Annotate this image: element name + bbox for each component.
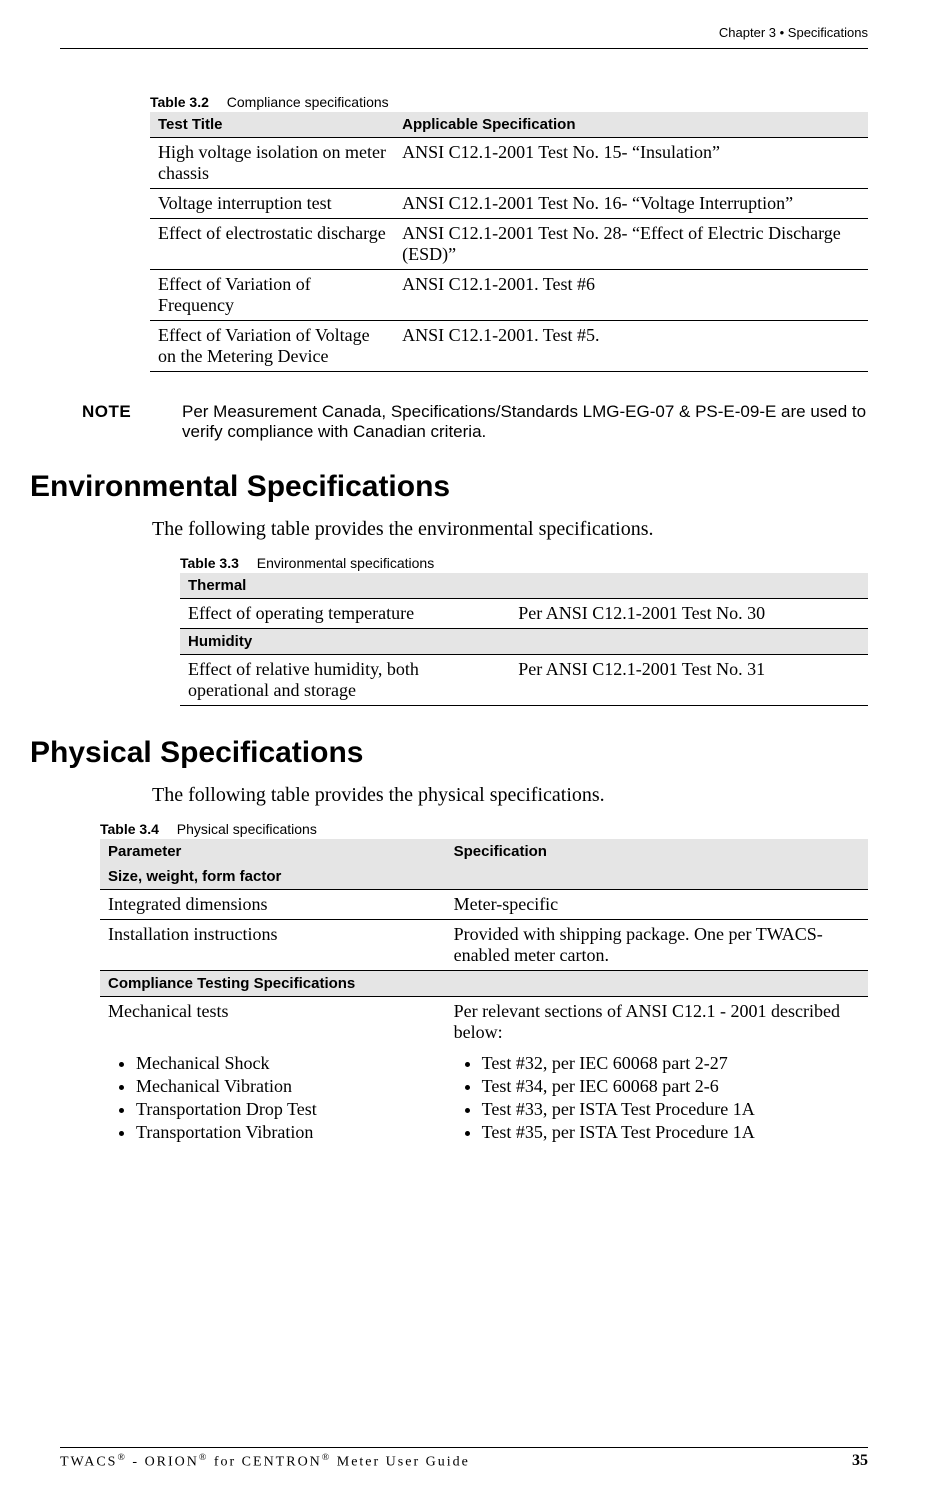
note-text: Per Measurement Canada, Specifications/S… bbox=[182, 402, 868, 442]
table32-head-col2: Applicable Specification bbox=[394, 112, 868, 138]
cell: ANSI C12.1-2001 Test No. 28- “Effect of … bbox=[394, 219, 868, 270]
footer-doc-title: TWACS® - ORION® for CENTRON® Meter User … bbox=[60, 1452, 470, 1471]
list-item: Test #33, per ISTA Test Procedure 1A bbox=[482, 1099, 860, 1120]
list-item: Mechanical Vibration bbox=[136, 1076, 438, 1097]
table-row: Effect of relative humidity, both operat… bbox=[180, 655, 868, 706]
cell: Effect of electrostatic discharge bbox=[150, 219, 394, 270]
cell: Effect of relative humidity, both operat… bbox=[180, 655, 510, 706]
footer-page-number: 35 bbox=[852, 1452, 868, 1471]
cell: Provided with shipping package. One per … bbox=[446, 920, 868, 971]
list-item: Test #35, per ISTA Test Procedure 1A bbox=[482, 1122, 860, 1143]
table32-caption-num: Table 3.2 bbox=[150, 94, 209, 110]
cell: Per relevant sections of ANSI C12.1 - 20… bbox=[446, 997, 868, 1048]
list-item: Test #34, per IEC 60068 part 2-6 bbox=[482, 1076, 860, 1097]
list-item: Mechanical Shock bbox=[136, 1053, 438, 1074]
table34-head-col1: Parameter bbox=[100, 839, 446, 864]
table33-caption: Table 3.3 Environmental specifications bbox=[180, 555, 868, 571]
table34-head-col2: Specification bbox=[446, 839, 868, 864]
table-row: Voltage interruption testANSI C12.1-2001… bbox=[150, 189, 868, 219]
table33-caption-num: Table 3.3 bbox=[180, 555, 239, 571]
note-block: NOTE Per Measurement Canada, Specificati… bbox=[82, 402, 868, 442]
header-rule bbox=[60, 48, 868, 49]
section-humidity: Humidity bbox=[180, 629, 868, 655]
footer-rule bbox=[60, 1447, 868, 1448]
cell: Meter-specific bbox=[446, 890, 868, 920]
cell: Effect of operating temperature bbox=[180, 599, 510, 629]
mech-tests-cell: Mechanical Shock Mechanical Vibration Tr… bbox=[100, 1047, 446, 1149]
heading-physical: Physical Specifications bbox=[30, 736, 868, 770]
cell: ANSI C12.1-2001 Test No. 16- “Voltage In… bbox=[394, 189, 868, 219]
table-environmental-specs: Thermal Effect of operating temperatureP… bbox=[180, 573, 868, 706]
intro-environmental: The following table provides the environ… bbox=[152, 518, 868, 541]
table-row: Installation instructionsProvided with s… bbox=[100, 920, 868, 971]
page-footer: TWACS® - ORION® for CENTRON® Meter User … bbox=[60, 1447, 868, 1471]
note-label: NOTE bbox=[82, 402, 182, 442]
cell: High voltage isolation on meter chassis bbox=[150, 138, 394, 189]
cell: ANSI C12.1-2001. Test #5. bbox=[394, 321, 868, 372]
table-row: Mechanical tests Per relevant sections o… bbox=[100, 997, 868, 1048]
list-item: Test #32, per IEC 60068 part 2-27 bbox=[482, 1053, 860, 1074]
section-thermal: Thermal bbox=[180, 573, 868, 599]
cell: ANSI C12.1-2001. Test #6 bbox=[394, 270, 868, 321]
cell: Installation instructions bbox=[100, 920, 446, 971]
table32-head-col1: Test Title bbox=[150, 112, 394, 138]
table-row: Integrated dimensionsMeter-specific bbox=[100, 890, 868, 920]
section-size: Size, weight, form factor bbox=[100, 864, 868, 890]
mech-tests-refs-cell: Test #32, per IEC 60068 part 2-27 Test #… bbox=[446, 1047, 868, 1149]
chapter-header: Chapter 3 • Specifications bbox=[60, 25, 868, 40]
list-item: Transportation Drop Test bbox=[136, 1099, 438, 1120]
table-row: Mechanical Shock Mechanical Vibration Tr… bbox=[100, 1047, 868, 1149]
cell: Voltage interruption test bbox=[150, 189, 394, 219]
section-compliance-testing: Compliance Testing Specifications bbox=[100, 971, 868, 997]
cell: Integrated dimensions bbox=[100, 890, 446, 920]
cell: Mechanical tests bbox=[100, 997, 446, 1048]
table32-caption-title: Compliance specifications bbox=[227, 94, 389, 110]
cell: ANSI C12.1-2001 Test No. 15- “Insulation… bbox=[394, 138, 868, 189]
cell: Effect of Variation of Voltage on the Me… bbox=[150, 321, 394, 372]
table33-caption-title: Environmental specifications bbox=[257, 555, 434, 571]
table-row: Effect of Variation of Voltage on the Me… bbox=[150, 321, 868, 372]
list-item: Transportation Vibration bbox=[136, 1122, 438, 1143]
mech-tests-list: Mechanical Shock Mechanical Vibration Tr… bbox=[108, 1053, 438, 1143]
table-row: High voltage isolation on meter chassisA… bbox=[150, 138, 868, 189]
table34-caption-num: Table 3.4 bbox=[100, 821, 159, 837]
table34-caption-title: Physical specifications bbox=[177, 821, 317, 837]
table-compliance-specs: Test Title Applicable Specification High… bbox=[150, 112, 868, 372]
cell: Effect of Variation of Frequency bbox=[150, 270, 394, 321]
table-row: Effect of electrostatic dischargeANSI C1… bbox=[150, 219, 868, 270]
cell: Per ANSI C12.1-2001 Test No. 31 bbox=[510, 655, 868, 706]
intro-physical: The following table provides the physica… bbox=[152, 784, 868, 807]
table-row: Effect of operating temperaturePer ANSI … bbox=[180, 599, 868, 629]
table34-caption: Table 3.4 Physical specifications bbox=[100, 821, 868, 837]
heading-environmental: Environmental Specifications bbox=[30, 470, 868, 504]
table-physical-specs: Parameter Specification Size, weight, fo… bbox=[100, 839, 868, 1149]
table-row: Effect of Variation of FrequencyANSI C12… bbox=[150, 270, 868, 321]
table32-caption: Table 3.2 Compliance specifications bbox=[150, 94, 868, 110]
mech-tests-refs-list: Test #32, per IEC 60068 part 2-27 Test #… bbox=[454, 1053, 860, 1143]
cell: Per ANSI C12.1-2001 Test No. 30 bbox=[510, 599, 868, 629]
